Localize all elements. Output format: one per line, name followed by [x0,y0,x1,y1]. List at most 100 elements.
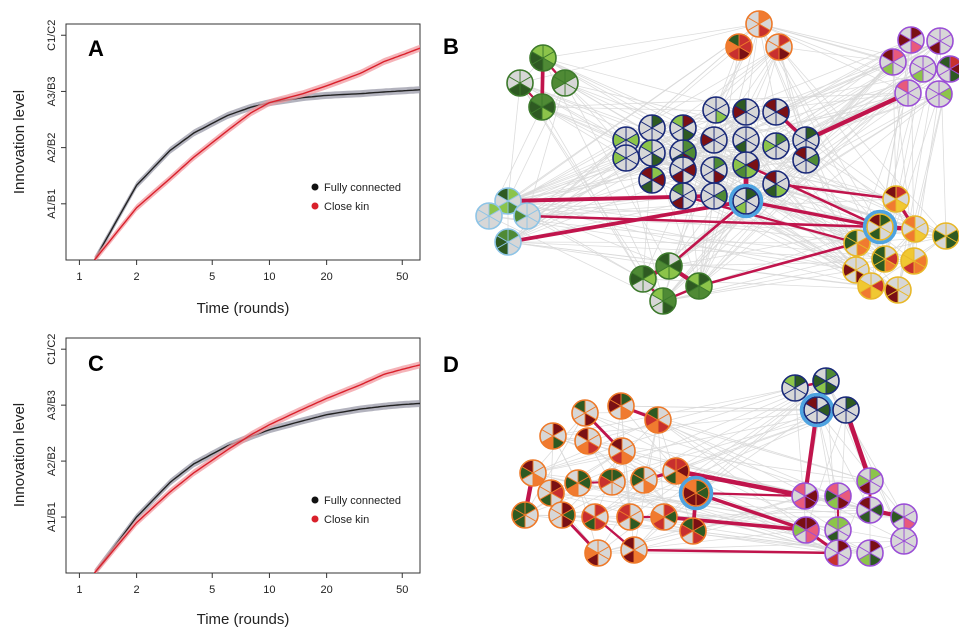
network-node-b [494,228,522,256]
node-ring [662,457,690,485]
network-node-b [475,202,503,230]
node-ring [791,482,819,510]
network-node-b [728,183,764,219]
network-edge [561,419,659,516]
network-node-d [539,422,567,450]
node-ring [475,202,503,230]
network-node-b [857,272,885,300]
node-ring [685,272,713,300]
node-ring [890,527,918,555]
network-node-d [832,396,860,424]
network-edge [633,540,905,551]
x-tick-label: 5 [209,271,215,283]
node-ring [932,222,959,250]
network-node-b [638,114,666,142]
highlight-ring [678,475,714,511]
node-ring [897,26,925,54]
kin-edge [694,491,807,498]
network-node-b [900,247,928,275]
y-tick-label: A1/B1 [46,189,58,219]
x-tick-label: 2 [134,584,140,596]
network-node-b [732,98,760,126]
panel-label-d: D [443,352,459,377]
node-ring [513,202,541,230]
network-node-b [871,245,899,273]
node-ring [616,503,644,531]
node-ring [574,427,602,455]
y-tick-label: C1/C2 [46,20,58,51]
network-edge [816,409,905,518]
network-node-b [528,93,556,121]
network-node-d [511,501,539,529]
x-tick-label: 10 [263,584,275,596]
network-node-d [781,374,809,402]
network-edge [663,509,871,518]
node-ring [765,33,793,61]
network-node-b [685,272,713,300]
network-edge [507,241,858,244]
y-tick-label: A2/B2 [46,446,58,476]
network-node-d [812,367,840,395]
node-ring [537,479,565,507]
network-node-d [650,503,678,531]
network-node-b [901,215,929,243]
node-ring [879,48,907,76]
network-node-d [856,496,884,524]
y-ticks-c: A1/B1 A2/B2 A3/B3 C1/C2 [46,334,66,532]
network-node-b [926,27,954,55]
series-layer-c [93,361,420,573]
network-node-b [732,126,760,154]
network-node-b [882,185,910,213]
panel-label-a: A [88,36,104,61]
network-edge [524,481,613,516]
node-ring [571,399,599,427]
network-node-b [762,98,790,126]
series-line-close-kin [93,364,420,573]
node-ring [856,539,884,567]
network-node-d [519,459,547,487]
node-ring [894,79,922,107]
y-tick-label: C1/C2 [46,334,58,365]
node-ring [630,466,658,494]
network-edge [715,46,780,111]
network-edge [816,409,839,531]
network-node-b [669,182,697,210]
network-node-b [792,146,820,174]
network-node-d [791,482,819,510]
network-node-d [856,467,884,495]
chart-panel-c: C Innovation level Time (rounds) 1 2 5 10 20… [11,334,421,627]
node-ring [548,501,576,529]
kin-edge [673,468,808,499]
network-nodes-d [511,367,918,567]
node-ring [824,539,852,567]
node-ring [598,468,626,496]
network-edge [507,241,670,267]
legend-label-close-kin: Close kin [324,514,369,526]
network-edge [698,195,715,287]
node-ring [925,80,953,108]
node-ring [539,422,567,450]
node-ring [926,27,954,55]
panel-label-b: B [443,34,459,59]
x-tick-label: 50 [396,271,408,283]
x-tick-label: 2 [134,271,140,283]
x-tick-label: 20 [321,584,333,596]
network-panel-b: B [443,10,959,315]
node-ring [564,469,592,497]
network-edge [805,409,847,531]
network-edge [657,419,871,482]
network-edge [657,419,807,531]
network-nodes-b [475,10,959,315]
node-ring [792,516,820,544]
network-node-d [564,469,592,497]
node-ring [842,256,870,284]
network-edge [507,82,521,202]
network-node-b [669,156,697,184]
network-edge [651,68,951,129]
network-node-b [936,55,959,83]
network-node-d [581,503,609,531]
network-node-b [862,209,898,245]
node-ring [581,503,609,531]
network-edge [584,412,839,497]
